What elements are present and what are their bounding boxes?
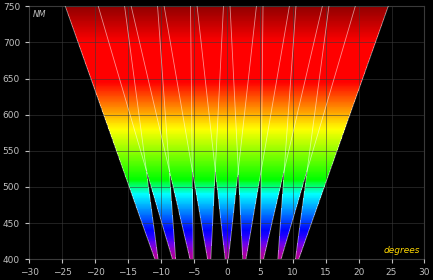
Text: NM: NM xyxy=(33,10,46,19)
Text: degrees: degrees xyxy=(384,246,420,255)
